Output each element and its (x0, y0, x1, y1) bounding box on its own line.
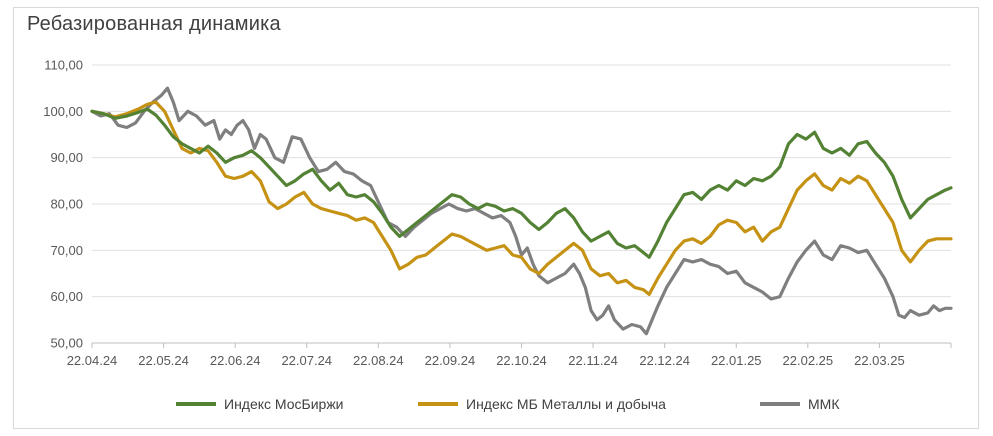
y-axis-ticks: 50,00 60,00 70,00 80,00 90,00 100,00 110,00 (43, 58, 83, 351)
legend-item-mmk: ММК (760, 396, 839, 412)
series-line-0 (90, 107, 953, 259)
x-tick-label: 22.06.24 (210, 353, 261, 368)
grid-lines (92, 64, 951, 344)
legend-item-moex: Индекс МосБиржи (176, 396, 344, 412)
series-line-2 (90, 86, 953, 336)
legend: Индекс МосБиржи Индекс МБ Металлы и добы… (0, 396, 993, 416)
legend-swatch-metals (418, 402, 458, 406)
y-tick-label: 70,00 (50, 243, 83, 258)
y-tick-label: 80,00 (50, 197, 83, 212)
y-tick-label: 50,00 (50, 336, 83, 351)
x-tick-label: 22.08.24 (353, 353, 404, 368)
x-tick-label: 22.12.24 (639, 353, 690, 368)
x-tick-label: 22.01.25 (711, 353, 762, 368)
legend-label-moex: Индекс МосБиржи (224, 396, 344, 412)
x-tick-label: 22.05.24 (138, 353, 189, 368)
legend-label-mmk: ММК (808, 396, 840, 412)
x-tick-label: 22.10.24 (496, 353, 547, 368)
x-tick-label: 22.09.24 (425, 353, 476, 368)
x-tick-label: 22.02.25 (783, 353, 834, 368)
y-tick-label: 60,00 (50, 289, 83, 304)
x-axis-ticks: 22.04.24 22.05.24 22.06.24 22.07.24 22.08.24… (67, 353, 905, 368)
chart-title: Ребазированная динамика (27, 13, 281, 35)
x-tick-label: 22.04.24 (67, 353, 118, 368)
x-axis (91, 343, 952, 348)
y-tick-label: 110,00 (44, 58, 83, 73)
legend-item-metals: Индекс МБ Металлы и добыча (418, 396, 666, 412)
x-tick-label: 22.11.24 (568, 353, 618, 368)
series-lines (90, 86, 953, 336)
legend-swatch-mmk (760, 402, 800, 406)
y-tick-label: 100,00 (43, 104, 83, 119)
y-tick-label: 90,00 (50, 150, 83, 165)
legend-swatch-moex (176, 402, 216, 406)
legend-label-metals: Индекс МБ Металлы и добыча (466, 396, 666, 412)
series-line-1 (90, 100, 953, 296)
x-tick-label: 22.03.25 (854, 353, 905, 368)
x-tick-label: 22.07.24 (281, 353, 332, 368)
